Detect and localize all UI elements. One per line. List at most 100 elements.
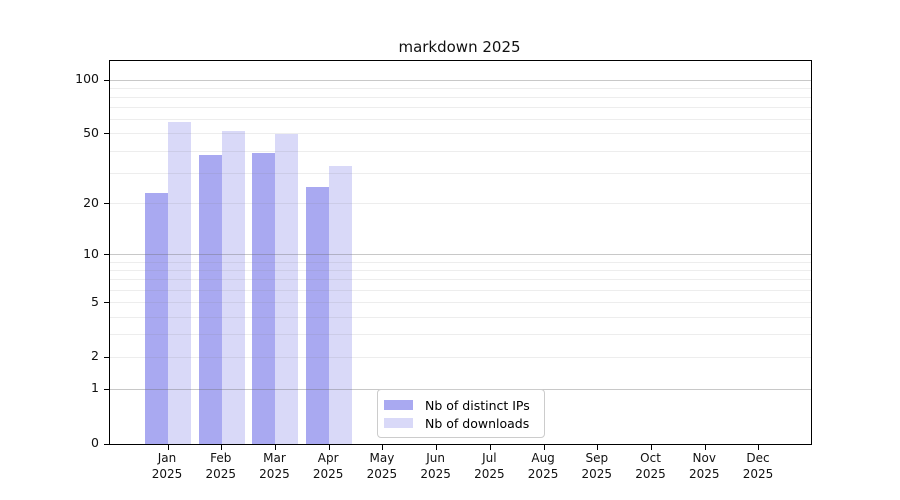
bar-distinct-ips-apr	[306, 187, 330, 444]
legend-label-downloads: Nb of downloads	[425, 415, 530, 431]
year-label: 2025	[527, 467, 559, 481]
year-label: 2025	[205, 467, 236, 481]
year-label: 2025	[420, 467, 451, 481]
y-tick-label-2: 2	[91, 348, 99, 364]
bar-downloads-mar	[275, 133, 299, 444]
gridline-minor-90	[110, 87, 811, 89]
legend-swatch-downloads-icon	[384, 418, 413, 428]
gridline-minor-7	[110, 279, 811, 281]
month-label: Dec	[746, 451, 770, 465]
y-tick-label-1: 1	[91, 380, 99, 396]
gridline-minor-50	[110, 133, 811, 135]
x-tick-label-aug: Aug 2025	[511, 450, 575, 482]
gridline-minor-8	[110, 270, 811, 272]
plot-area	[104, 60, 812, 450]
x-tick-label-sep: Sep 2025	[565, 450, 629, 482]
y-tick-20	[104, 203, 110, 205]
year-label: 2025	[312, 467, 344, 481]
gridline-minor-30	[110, 172, 811, 174]
x-tick-dec	[758, 445, 760, 450]
legend: Nb of distinct IPs Nb of downloads	[377, 389, 545, 438]
y-tick-label-20: 20	[83, 194, 99, 210]
gridline-minor-20	[110, 203, 811, 205]
gridline-minor-40	[110, 150, 811, 152]
y-tick-label-10: 10	[83, 245, 99, 261]
gridline-minor-60	[110, 119, 811, 121]
year-label: 2025	[688, 467, 720, 481]
x-tick-sep	[597, 445, 599, 450]
x-tick-feb	[221, 445, 223, 450]
y-tick-100	[104, 79, 110, 81]
x-tick-jun	[436, 445, 438, 450]
month-label: Nov	[692, 451, 716, 465]
y-tick-2	[104, 356, 110, 358]
legend-label-distinct-ips: Nb of distinct IPs	[425, 397, 530, 413]
x-tick-label-may: May 2025	[350, 450, 414, 482]
y-tick-0	[104, 443, 110, 445]
year-label: 2025	[635, 467, 666, 481]
x-tick-label-jun: Jun 2025	[404, 450, 468, 482]
year-label: 2025	[742, 467, 774, 481]
x-tick-jan	[167, 445, 169, 450]
y-tick-1	[104, 388, 110, 390]
bar-downloads-apr	[329, 165, 353, 444]
bar-downloads-jan	[168, 122, 191, 444]
y-tick-label-5: 5	[91, 293, 99, 309]
x-tick-label-dec: Dec 2025	[726, 450, 790, 482]
month-label: May	[369, 451, 395, 465]
year-label: 2025	[259, 467, 290, 481]
gridline-minor-80	[110, 96, 811, 98]
y-tick-label-50: 50	[83, 124, 99, 140]
x-tick-label-feb: Feb 2025	[189, 450, 253, 482]
x-tick-label-jul: Jul 2025	[457, 450, 521, 482]
month-label: Sep	[585, 451, 609, 465]
gridline-minor-3	[110, 334, 811, 336]
x-tick-label-jan: Jan 2025	[135, 450, 199, 482]
bar-distinct-ips-feb	[198, 155, 222, 444]
bar-distinct-ips-jan	[145, 193, 168, 444]
x-tick-label-oct: Oct 2025	[619, 450, 683, 482]
month-label: Jan	[157, 451, 177, 465]
x-tick-mar	[274, 445, 276, 450]
x-tick-label-nov: Nov 2025	[672, 450, 736, 482]
month-label: Jun	[426, 451, 445, 465]
y-tick-5	[104, 302, 110, 304]
gridline-minor-5	[110, 302, 811, 304]
gridline-major-10	[110, 254, 811, 256]
year-label: 2025	[474, 467, 505, 481]
month-label: Jul	[482, 451, 497, 465]
legend-swatch-distinct-ips-icon	[384, 400, 413, 410]
month-label: Mar	[263, 451, 286, 465]
year-label: 2025	[151, 467, 183, 481]
year-label: 2025	[581, 467, 613, 481]
x-tick-jul	[489, 445, 491, 450]
y-tick-label-100: 100	[75, 71, 99, 86]
month-label: Feb	[210, 451, 232, 465]
x-tick-oct	[651, 445, 653, 450]
x-tick-nov	[704, 445, 706, 450]
year-label: 2025	[366, 467, 398, 481]
gridline-minor-70	[110, 107, 811, 109]
month-label: Apr	[317, 451, 339, 465]
bar-downloads-feb	[221, 130, 245, 444]
x-tick-apr	[328, 445, 330, 450]
month-label: Aug	[531, 451, 555, 465]
x-tick-label-mar: Mar 2025	[242, 450, 306, 482]
gridline-major-100	[110, 79, 811, 81]
chart-title: markdown 2025	[398, 38, 521, 56]
y-tick-50	[104, 133, 110, 135]
gridline-minor-2	[110, 356, 811, 358]
y-tick-10	[104, 254, 110, 256]
x-tick-aug	[543, 445, 545, 450]
gridline-minor-6	[110, 290, 811, 292]
y-tick-label-0: 0	[91, 435, 99, 450]
legend-entry-distinct-ips: Nb of distinct IPs	[378, 396, 544, 414]
gridline-minor-9	[110, 261, 811, 263]
legend-entry-downloads: Nb of downloads	[378, 414, 544, 432]
x-tick-label-apr: Apr 2025	[296, 450, 360, 482]
month-label: Oct	[640, 451, 661, 465]
bar-distinct-ips-mar	[252, 153, 276, 444]
gridline-minor-4	[110, 316, 811, 318]
x-tick-may	[382, 445, 384, 450]
